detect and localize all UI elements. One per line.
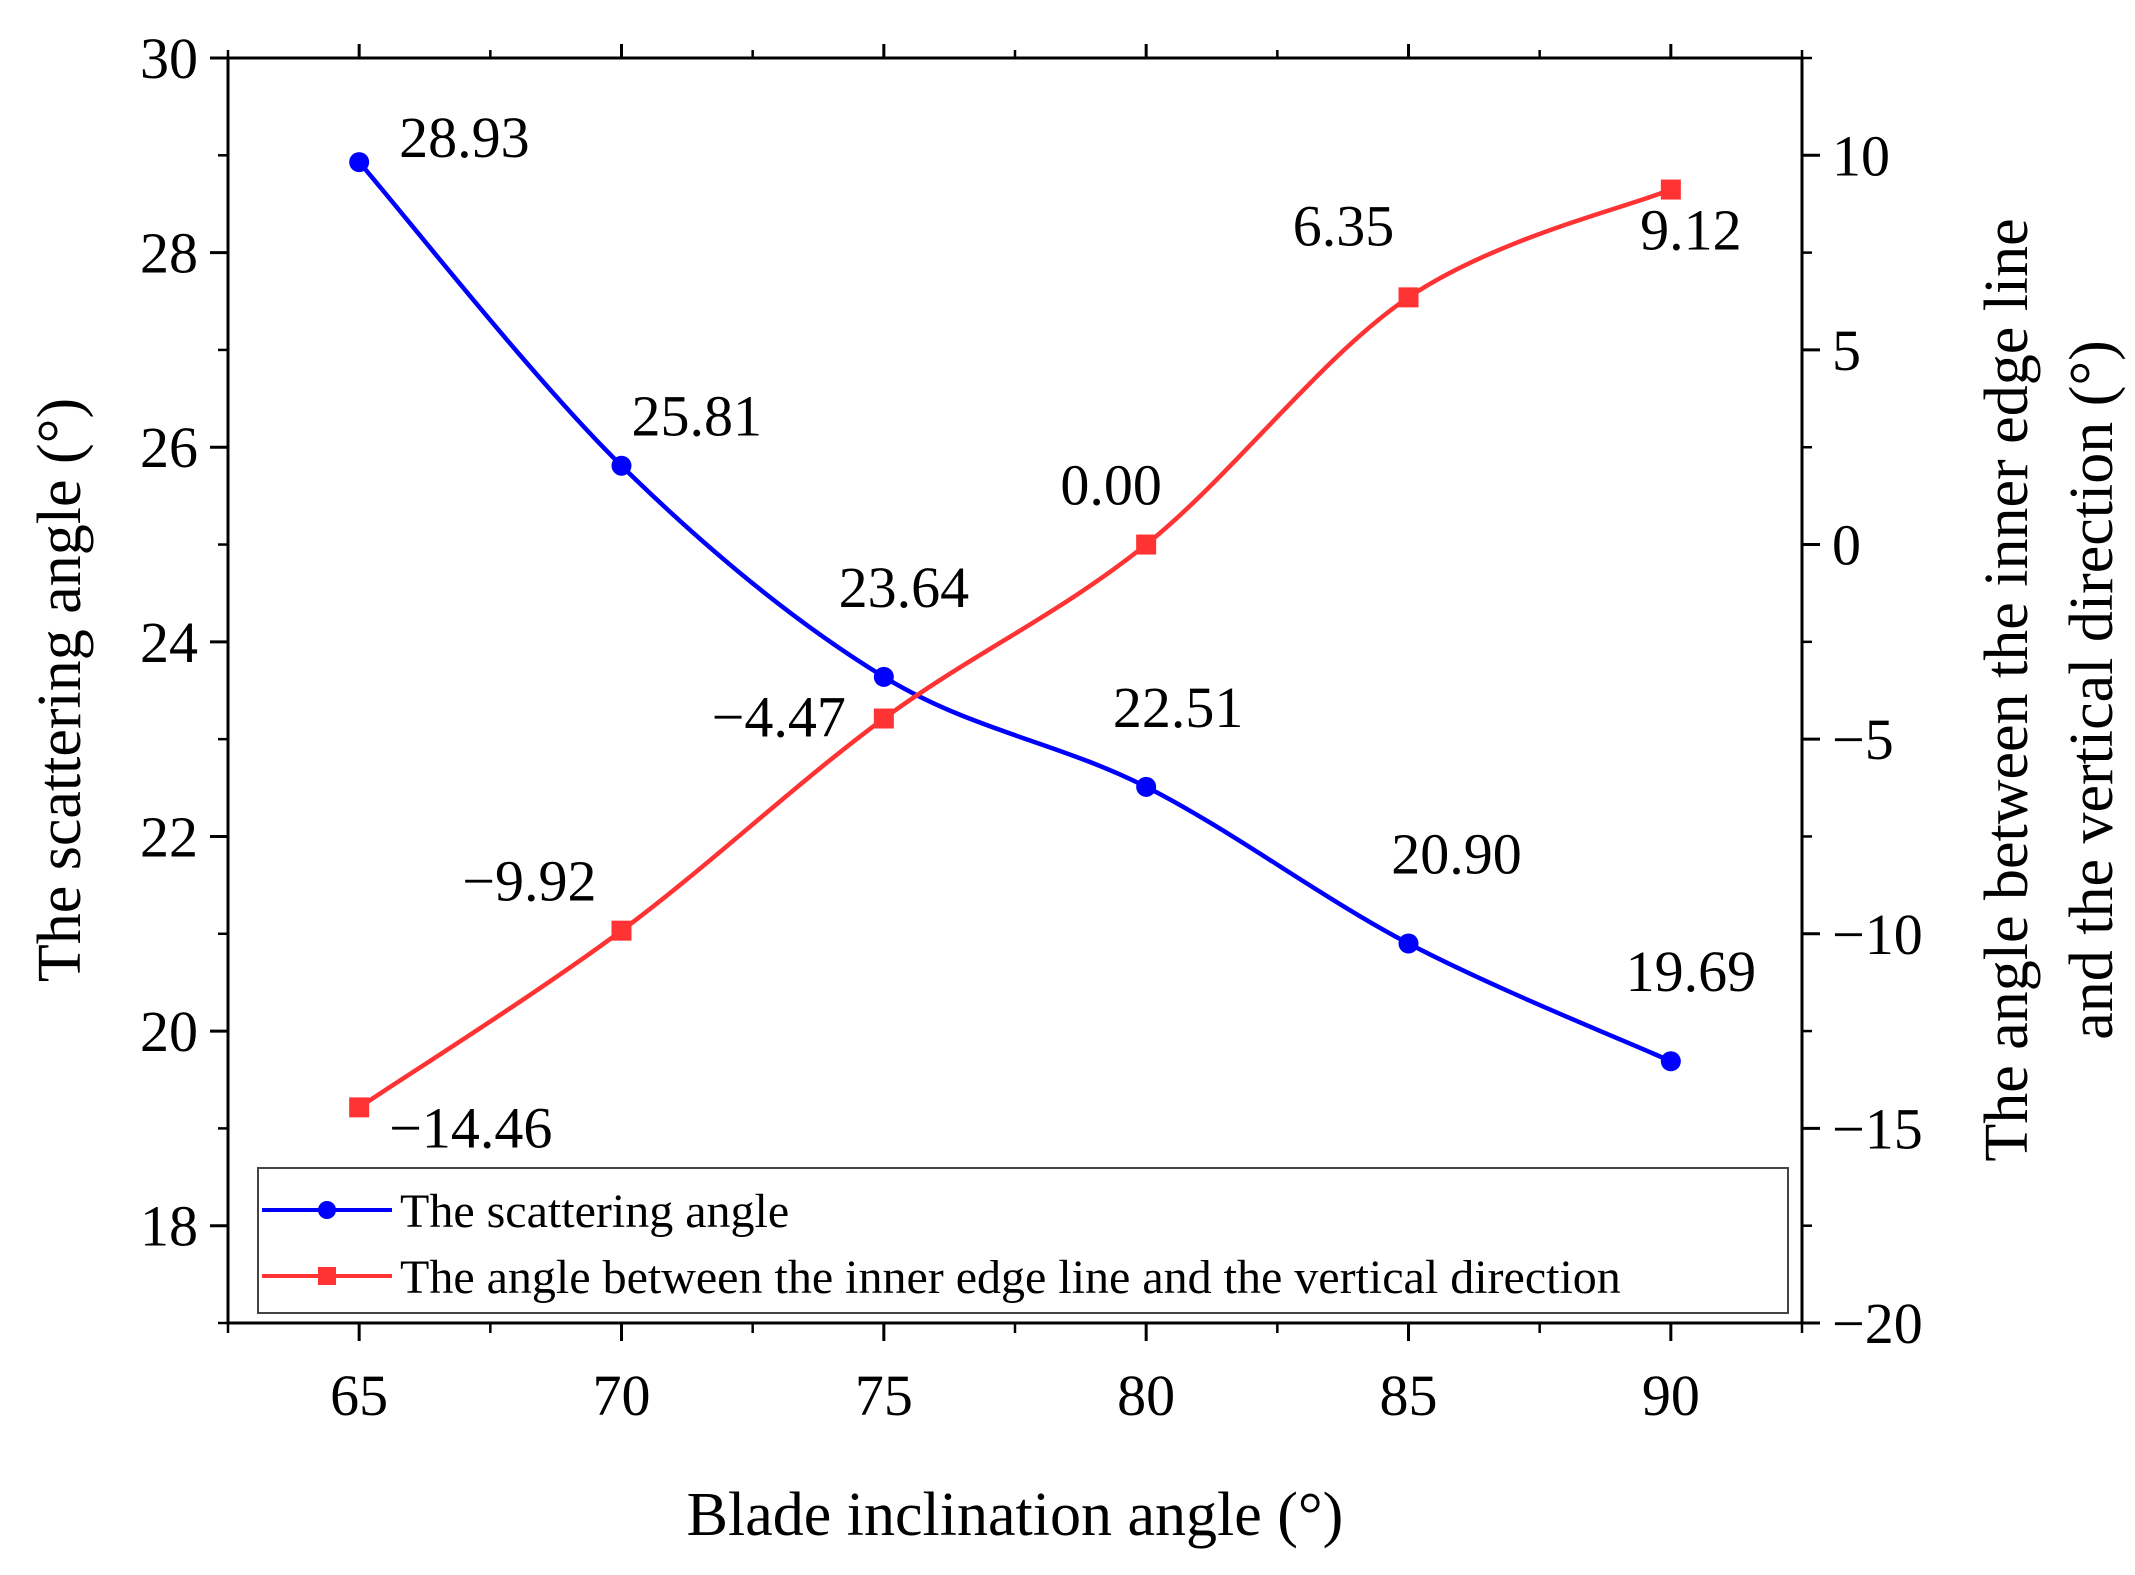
series-0-point <box>1136 776 1157 797</box>
legend-marker-inner-edge <box>318 1267 336 1285</box>
legend-label-inner-edge: The angle between the inner edge line an… <box>400 1251 1621 1304</box>
legend-label-scattering: The scattering angle <box>400 1185 789 1238</box>
series-1-data-label: −14.46 <box>389 1095 552 1160</box>
series-1-point <box>1398 287 1419 308</box>
series-0-data-label: 25.81 <box>632 384 763 449</box>
series-0-data-label: 20.90 <box>1391 822 1522 887</box>
series-line-0 <box>357 160 1672 1064</box>
legend-marker-scattering <box>318 1201 336 1219</box>
y-left-tick-label: 30 <box>140 26 198 91</box>
y-right-tick-label: −10 <box>1832 902 1923 967</box>
series-0-point <box>1398 933 1419 954</box>
series-1-data-label: 6.35 <box>1293 193 1395 258</box>
legend-box <box>257 1167 1789 1314</box>
x-tick-label: 75 <box>855 1363 913 1428</box>
y-axis-title-left: The scattering angle (°) <box>26 398 94 982</box>
y-left-tick-label: 18 <box>140 1194 198 1259</box>
series-line-1 <box>357 187 1672 1110</box>
series-layer <box>349 152 1681 1118</box>
x-tick-label: 70 <box>593 1363 651 1428</box>
series-0-point <box>873 666 894 687</box>
series-0-data-label: 28.93 <box>399 105 529 170</box>
data-labels: 28.93 25.81 23.64 22.51 20.90 19.69 −14.46 −9.9… <box>389 105 1756 1160</box>
y-left-tick-label: 28 <box>140 221 198 286</box>
x-axis-title: Blade inclination angle (°) <box>687 1481 1344 1549</box>
x-tick-label: 65 <box>330 1363 388 1428</box>
y-right-tick-label: 5 <box>1832 318 1861 383</box>
series-1-point <box>349 1097 370 1118</box>
x-tick-label: 85 <box>1380 1363 1438 1428</box>
x-tick-label: 80 <box>1117 1363 1175 1428</box>
y-right-tick-label: 0 <box>1832 513 1861 578</box>
series-0-data-label: 19.69 <box>1626 939 1757 1004</box>
series-1-point <box>873 708 894 729</box>
y-axis-title-right-line2: and the vertical direction (°) <box>2058 340 2126 1040</box>
tick-labels: 65 70 75 80 85 90 18 20 22 24 26 28 30 −20 −15 −10 −5 0 5 1… <box>140 26 1923 1428</box>
y-left-tick-label: 26 <box>140 415 198 480</box>
series-1-point <box>1660 179 1681 200</box>
major-ticks <box>210 44 1820 1341</box>
x-tick-label: 90 <box>1642 1363 1700 1428</box>
series-0-data-label: 23.64 <box>839 555 970 620</box>
series-1-data-label: 9.12 <box>1640 198 1742 263</box>
y-right-tick-label: −15 <box>1832 1096 1923 1161</box>
y-right-tick-label: 10 <box>1832 123 1890 188</box>
y-left-tick-label: 24 <box>140 610 198 675</box>
y-right-tick-label: −20 <box>1832 1291 1923 1356</box>
series-1-data-label: 0.00 <box>1060 453 1162 518</box>
series-1-data-label: −4.47 <box>712 685 846 750</box>
series-0-data-label: 22.51 <box>1113 675 1244 740</box>
y-left-tick-label: 20 <box>140 999 198 1064</box>
series-1-data-label: −9.92 <box>462 849 596 914</box>
y-left-tick-label: 22 <box>140 804 198 869</box>
legend: The scattering angle The angle between t… <box>257 1167 1789 1314</box>
series-0-point <box>1660 1051 1681 1072</box>
series-0-point <box>611 455 632 476</box>
y-right-tick-label: −5 <box>1832 707 1894 772</box>
plot-frame <box>226 56 1804 1325</box>
y-axis-title-right-line1: The angle between the inner edge line <box>1973 218 2041 1161</box>
series-1-point <box>611 920 632 941</box>
series-0-point <box>349 152 370 173</box>
series-1-point <box>1136 534 1157 555</box>
